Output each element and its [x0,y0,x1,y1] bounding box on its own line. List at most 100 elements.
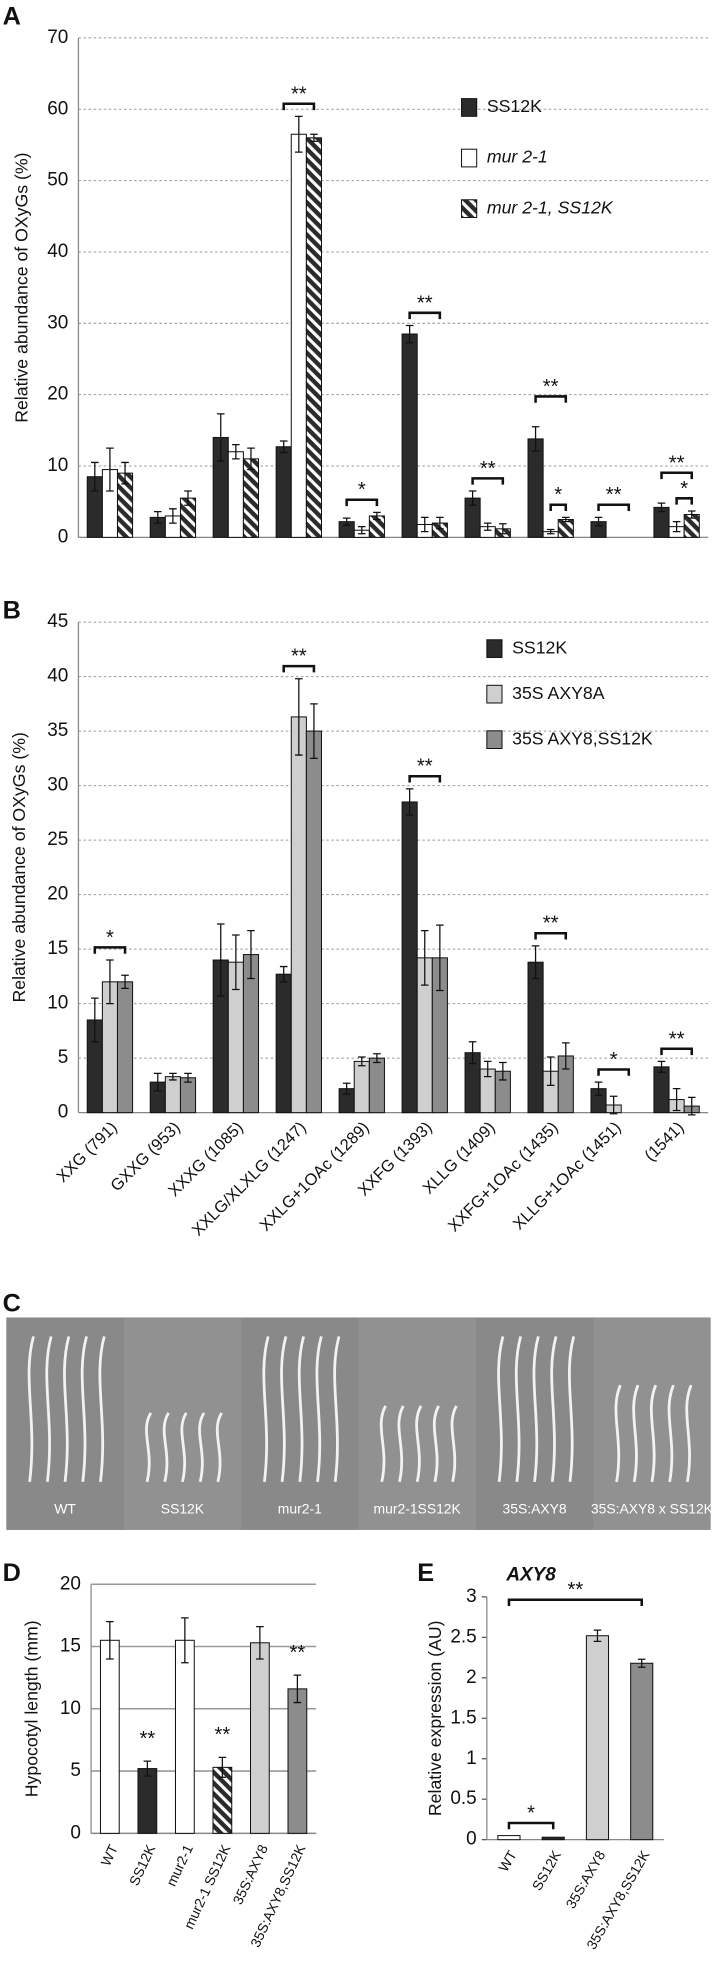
significance-bracket [282,664,316,673]
seedling [397,1405,405,1483]
error-bar [357,1056,366,1067]
bar [305,730,322,1114]
error-bar [279,965,288,983]
seedling [315,1336,323,1483]
legend-label: SS12K [512,637,567,657]
seedling [180,1412,188,1483]
seedling [280,1336,288,1483]
error-bar [184,1072,192,1083]
y-tick-label: 3 [466,1586,477,1607]
seedling [379,1405,387,1483]
bar [164,1076,181,1114]
error-bar [593,1629,602,1643]
error-bar [405,324,414,344]
significance-bracket [507,1598,643,1607]
x-tick-label: XXG (791) [53,1118,121,1186]
x-tick-label: SS12K [126,1841,159,1888]
error-bar [672,1088,681,1112]
seedling [145,1412,153,1483]
error-bar [546,1056,555,1087]
legend-swatch [461,148,478,168]
y-tick-label: 0 [58,1102,69,1123]
legend-swatch [461,199,478,218]
x-tick-label: XXLG+1OAc (1289) [256,1118,372,1234]
significance-bracket [408,311,442,320]
significance-bracket [471,477,505,485]
significance-label: ** [567,1579,583,1601]
error-bar [687,1096,696,1116]
bar [653,1066,670,1114]
error-bar [91,461,99,492]
error-bar [216,413,225,462]
y-axis-label: Hypocotyl length (mm) [22,1620,42,1797]
significance-label: ** [669,452,685,474]
error-bar [468,490,477,506]
error-bar [106,447,114,492]
y-tick-label: 20 [47,384,68,405]
photo-label: 35S:AXY8 x SS12K [591,1500,714,1516]
error-bar [420,929,429,986]
legend-swatch [486,639,503,658]
y-tick-label: 10 [60,1698,81,1719]
x-tick-label: XXFG+1OAc (1435) [445,1118,562,1235]
significance-label: ** [214,1724,230,1746]
y-tick-label: 40 [47,666,68,687]
error-bar [216,923,225,997]
significance-label: ** [290,1642,306,1664]
bar [287,1688,308,1834]
y-tick-label: 30 [47,775,68,796]
y-tick-label: 15 [60,1636,81,1657]
error-bar [143,1760,152,1777]
error-bar [657,502,666,513]
y-tick-label: 30 [47,312,68,333]
error-bar [483,1060,492,1078]
seedling [649,1384,658,1483]
significance-label: ** [480,458,496,480]
error-bar [256,1625,264,1660]
bar [290,133,307,538]
bar [527,438,544,538]
error-bar [562,516,570,523]
seedling [567,1336,576,1483]
x-tick-label: XXLG/XLXLG (1247) [189,1118,310,1239]
seedling [198,1412,206,1483]
y-tick-label: 0.5 [450,1788,476,1809]
error-bar [106,1620,114,1660]
bar [527,961,544,1114]
seedling [532,1336,540,1483]
error-bar [153,1072,162,1092]
y-tick-label: 70 [47,27,68,48]
error-bar [169,1072,177,1081]
significance-label: * [554,484,562,506]
seedling [685,1384,693,1483]
significance-bracket [507,1821,555,1830]
significance-label: * [610,1049,618,1071]
seedling [80,1336,88,1483]
significance-bracket [549,503,568,512]
error-bar [342,1082,351,1095]
legend-swatch [486,730,503,750]
error-bar [672,521,681,533]
panel-letter: E [417,1559,434,1587]
significance-bracket [282,102,316,111]
x-tick-label: 35S:AXY8 [562,1847,608,1911]
x-tick-label: WT [495,1847,520,1874]
seedling [215,1412,223,1483]
error-bar [342,517,351,526]
panel-letter: A [3,2,21,30]
seedling [262,1336,270,1483]
significance-bracket [93,946,127,954]
panel-letter: C [3,1289,21,1317]
chart-title: AXY8 [505,1564,556,1585]
y-tick-label: 2 [466,1667,477,1688]
legend-swatch [486,684,503,704]
error-bar [293,1674,302,1704]
seedling [333,1336,341,1483]
bar [368,1057,385,1114]
seedling [162,1412,170,1483]
bar [99,1639,120,1834]
error-bar [499,523,507,535]
error-bar [91,997,99,1043]
panel-letter: B [3,597,21,625]
x-tick-label: mur2-1 [163,1842,196,1889]
